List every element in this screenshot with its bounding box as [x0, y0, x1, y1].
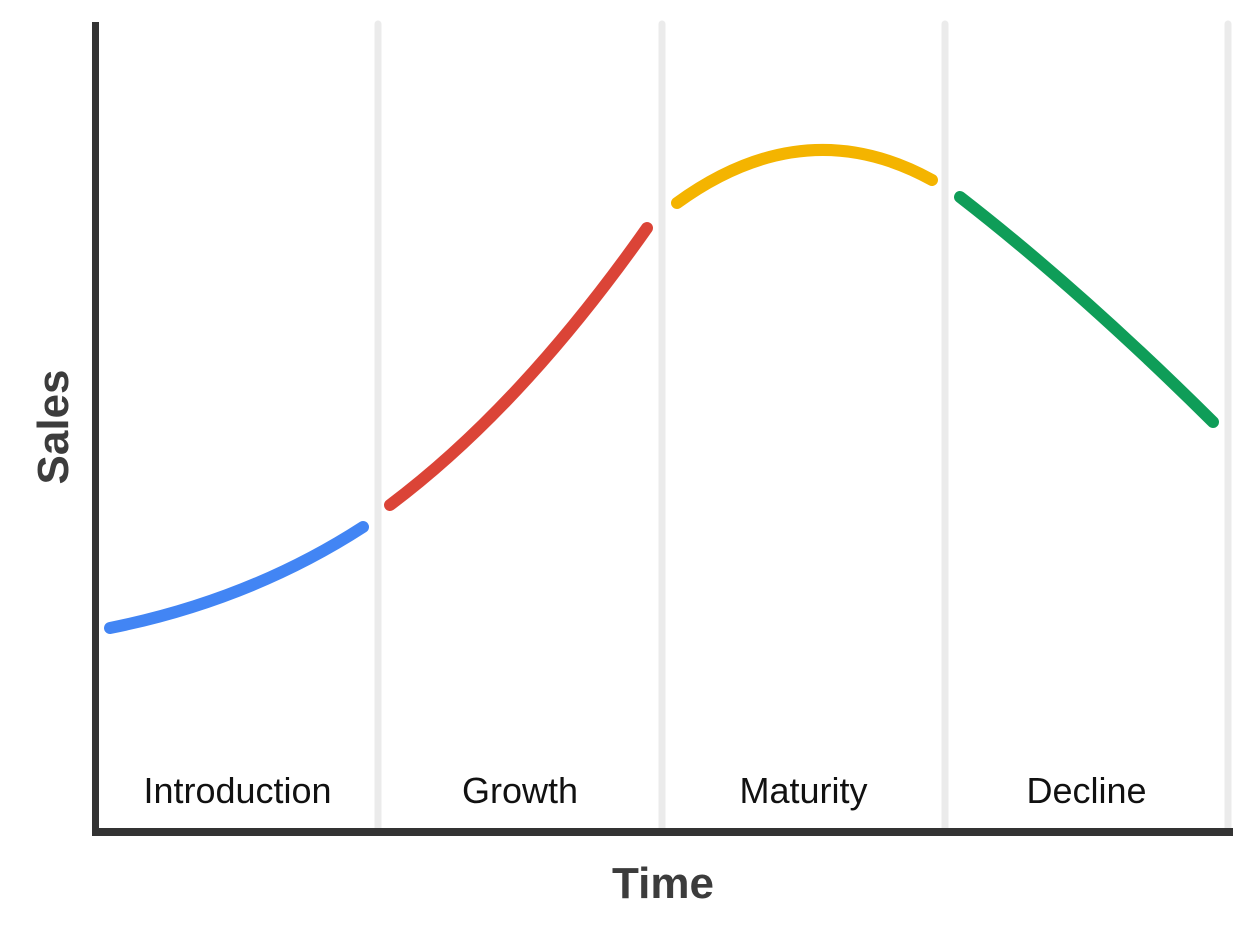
phase-label-decline: Decline — [1026, 770, 1146, 811]
phase-labels: Introduction Growth Maturity Decline — [143, 770, 1146, 811]
curve-maturity — [671, 143, 938, 209]
phase-label-maturity: Maturity — [739, 770, 867, 811]
curve-introduction — [104, 521, 369, 634]
phase-label-growth: Growth — [462, 770, 578, 811]
curves — [104, 143, 1219, 634]
curve-decline — [954, 191, 1219, 428]
axes — [92, 22, 1233, 836]
x-axis-title: Time — [612, 859, 714, 908]
curve-growth — [384, 222, 653, 511]
y-axis-title: Sales — [29, 370, 78, 485]
phase-label-introduction: Introduction — [143, 770, 331, 811]
phase-dividers — [374, 20, 1232, 832]
